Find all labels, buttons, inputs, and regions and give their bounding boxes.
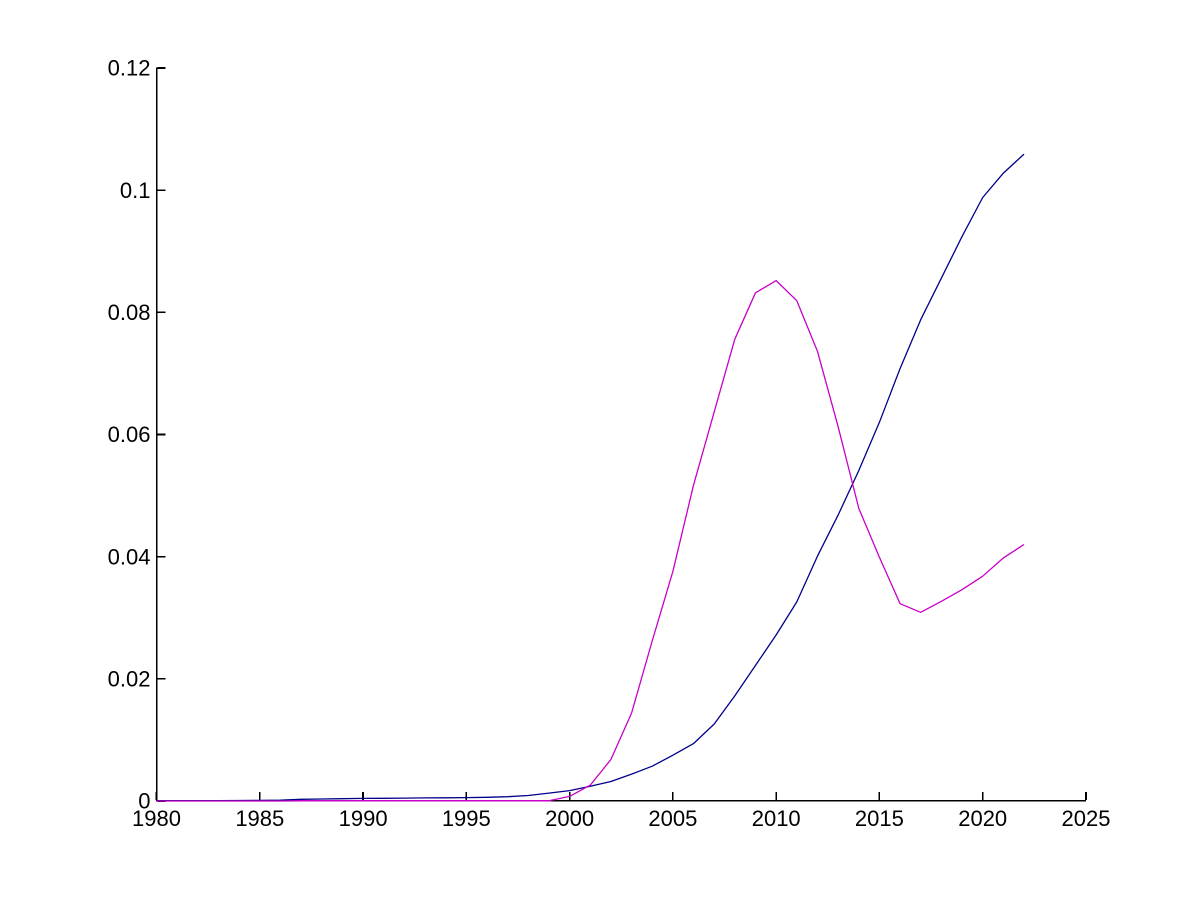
svg-text:0.02: 0.02	[108, 666, 151, 691]
svg-text:2005: 2005	[648, 806, 697, 831]
svg-text:2025: 2025	[1062, 806, 1111, 831]
svg-text:0.06: 0.06	[108, 422, 151, 447]
svg-text:2000: 2000	[545, 806, 594, 831]
svg-text:1985: 1985	[235, 806, 284, 831]
svg-text:2015: 2015	[855, 806, 904, 831]
svg-text:1980: 1980	[132, 806, 181, 831]
svg-text:0.08: 0.08	[108, 300, 151, 325]
svg-text:2020: 2020	[958, 806, 1007, 831]
svg-text:0: 0	[138, 789, 150, 814]
svg-text:1995: 1995	[442, 806, 491, 831]
svg-text:2010: 2010	[752, 806, 801, 831]
svg-text:0.12: 0.12	[108, 56, 151, 81]
svg-text:0.1: 0.1	[120, 178, 151, 203]
svg-text:0.04: 0.04	[108, 544, 151, 569]
svg-text:1990: 1990	[339, 806, 388, 831]
